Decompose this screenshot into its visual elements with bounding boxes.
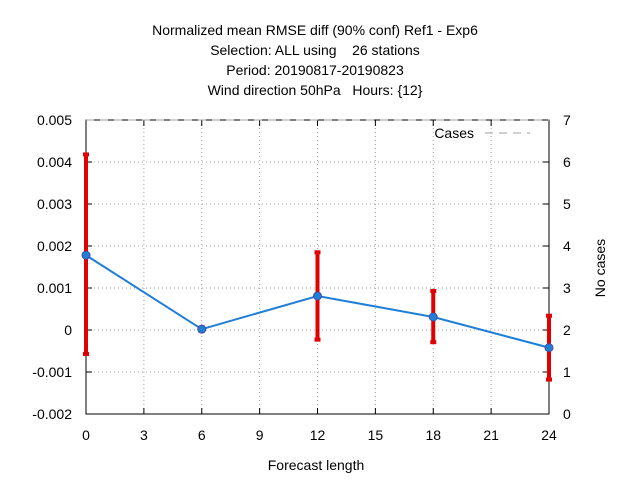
data-point [313, 291, 322, 301]
y-tick-label: 0.001 [37, 280, 72, 296]
legend-label-cases: Cases [434, 125, 474, 141]
y2-tick-label: 4 [563, 238, 571, 254]
y2-axis-tick-labels: 0 1 2 3 4 5 6 7 [563, 112, 571, 422]
grid [86, 120, 549, 414]
x-tick-label: 12 [310, 427, 326, 443]
data-point [428, 312, 438, 322]
y-tick-label: 0.005 [37, 112, 72, 128]
x-tick-label: 0 [82, 427, 90, 443]
axis-ticks [85, 119, 550, 415]
y2-tick-label: 1 [563, 364, 571, 380]
x-tick-label: 21 [483, 427, 499, 443]
x-tick-label: 15 [368, 427, 384, 443]
x-tick-label: 3 [140, 427, 148, 443]
x-tick-label: 18 [425, 427, 441, 443]
y-tick-label: -0.001 [32, 364, 72, 380]
y-tick-label: 0.002 [37, 238, 72, 254]
data-point [197, 324, 207, 334]
y-tick-label: 0.004 [37, 154, 72, 170]
y-tick-label: -0.002 [32, 406, 72, 422]
x-tick-label: 6 [198, 427, 206, 443]
data-point [81, 250, 91, 260]
x-tick-label: 24 [541, 427, 557, 443]
chart-title: Normalized mean RMSE diff (90% conf) Ref… [152, 22, 478, 98]
y-axis-tick-labels: -0.002 -0.001 0 0.001 0.002 0.003 0.004 0.005 [32, 112, 72, 422]
y2-tick-label: 6 [563, 154, 571, 170]
x-axis-tick-labels: 0 3 6 9 12 15 18 21 24 [82, 427, 557, 443]
y-tick-label: 0 [64, 322, 72, 338]
series-group [81, 152, 554, 382]
legend: Cases [434, 125, 530, 141]
title-line-3: Period: 20190817-20190823 [226, 62, 404, 78]
y2-axis-label: No cases [592, 239, 608, 297]
data-point [544, 343, 554, 353]
x-axis-label: Forecast length [268, 457, 365, 473]
y2-tick-label: 5 [563, 196, 571, 212]
y2-tick-label: 0 [563, 406, 571, 422]
y-tick-label: 0.003 [37, 196, 72, 212]
title-line-2: Selection: ALL using 26 stations [210, 42, 420, 58]
title-line-4: Wind direction 50hPa Hours: {12} [208, 82, 423, 98]
title-line-1: Normalized mean RMSE diff (90% conf) Ref… [152, 22, 478, 38]
x-tick-label: 9 [256, 427, 264, 443]
y2-tick-label: 2 [563, 322, 571, 338]
y2-tick-label: 3 [563, 280, 571, 296]
y2-tick-label: 7 [563, 112, 571, 128]
